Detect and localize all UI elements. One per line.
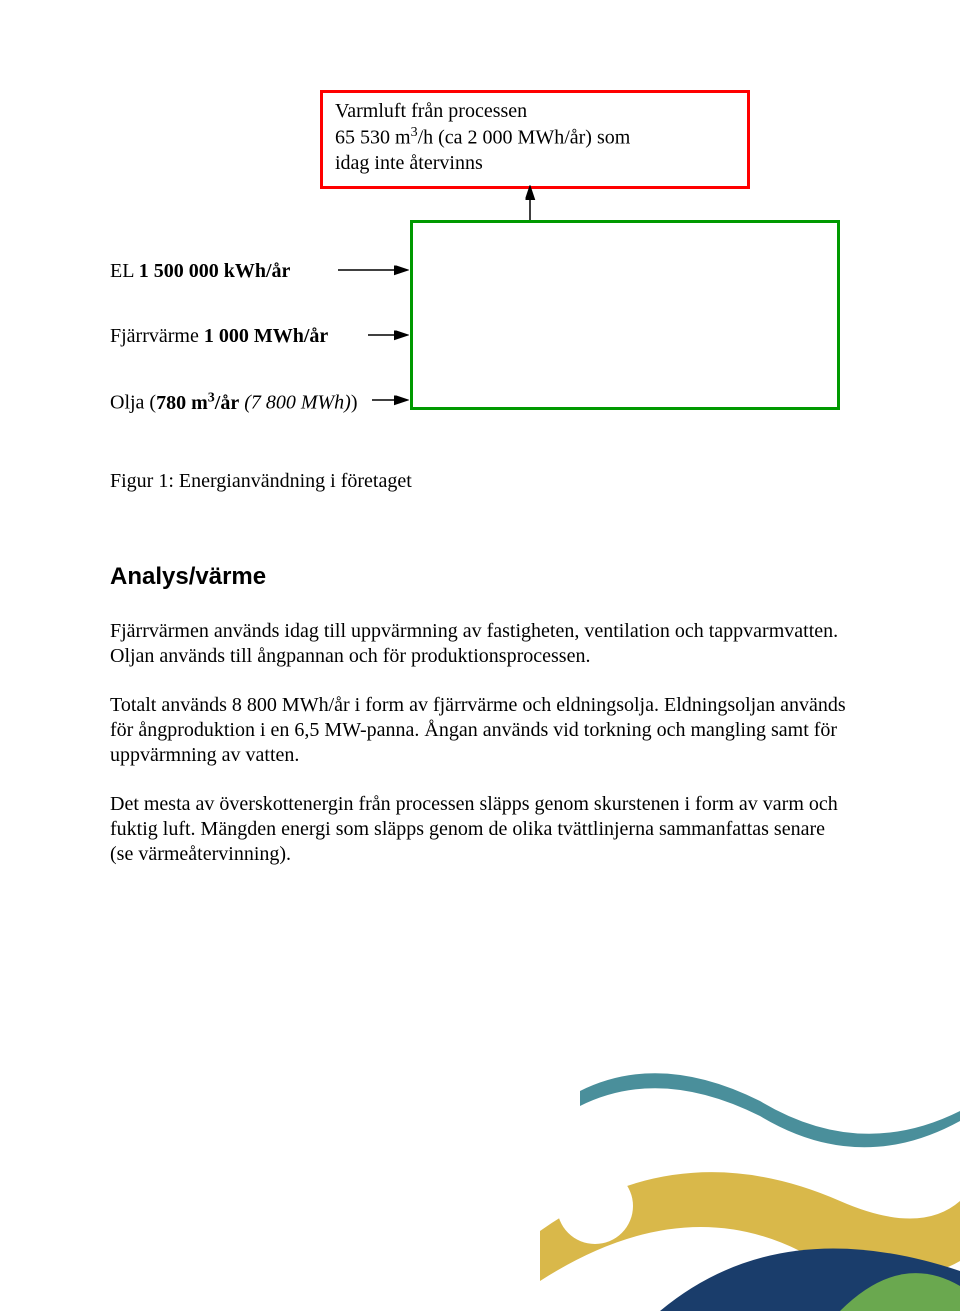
page-container: Varmluft från processen 65 530 m3/h (ca … <box>0 0 960 1311</box>
section-heading-analys: Analys/värme <box>110 563 850 591</box>
paragraph-1: Fjärrvärmen används idag till uppvärmnin… <box>110 619 850 669</box>
diagram-arrows <box>110 90 850 450</box>
footer-teal-curve <box>580 1073 960 1147</box>
paragraph-2: Totalt används 8 800 MWh/år i form av fj… <box>110 693 850 768</box>
paragraph-3: Det mesta av överskottenergin från proce… <box>110 792 850 867</box>
energy-diagram: Varmluft från processen 65 530 m3/h (ca … <box>110 90 850 450</box>
footer-decoration <box>540 1051 960 1311</box>
figure-caption: Figur 1: Energianvändning i företaget <box>110 470 850 493</box>
